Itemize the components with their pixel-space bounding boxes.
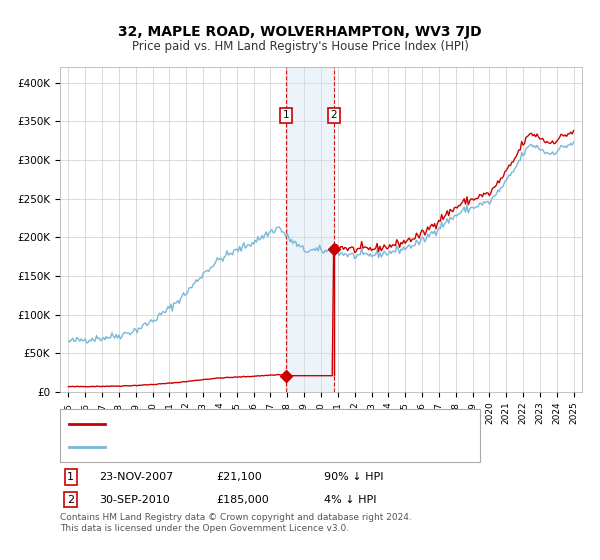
Text: HPI: Average price, detached house, Wolverhampton: HPI: Average price, detached house, Wolv… [111, 442, 374, 452]
Text: 30-SEP-2010: 30-SEP-2010 [99, 494, 170, 505]
Text: £21,100: £21,100 [216, 472, 262, 482]
Text: 32, MAPLE ROAD, WOLVERHAMPTON, WV3 7JD (detached house): 32, MAPLE ROAD, WOLVERHAMPTON, WV3 7JD (… [111, 419, 434, 429]
Text: 2: 2 [331, 110, 337, 120]
Text: Contains HM Land Registry data © Crown copyright and database right 2024.: Contains HM Land Registry data © Crown c… [60, 513, 412, 522]
Text: 23-NOV-2007: 23-NOV-2007 [99, 472, 173, 482]
Text: 90% ↓ HPI: 90% ↓ HPI [324, 472, 383, 482]
Text: Price paid vs. HM Land Registry's House Price Index (HPI): Price paid vs. HM Land Registry's House … [131, 40, 469, 53]
Text: This data is licensed under the Open Government Licence v3.0.: This data is licensed under the Open Gov… [60, 524, 349, 533]
Text: 32, MAPLE ROAD, WOLVERHAMPTON, WV3 7JD: 32, MAPLE ROAD, WOLVERHAMPTON, WV3 7JD [118, 25, 482, 39]
Text: 4% ↓ HPI: 4% ↓ HPI [324, 494, 377, 505]
Text: £185,000: £185,000 [216, 494, 269, 505]
Text: 1: 1 [283, 110, 289, 120]
Text: 1: 1 [67, 472, 74, 482]
Text: 2: 2 [67, 494, 74, 505]
Bar [286, 67, 334, 392]
